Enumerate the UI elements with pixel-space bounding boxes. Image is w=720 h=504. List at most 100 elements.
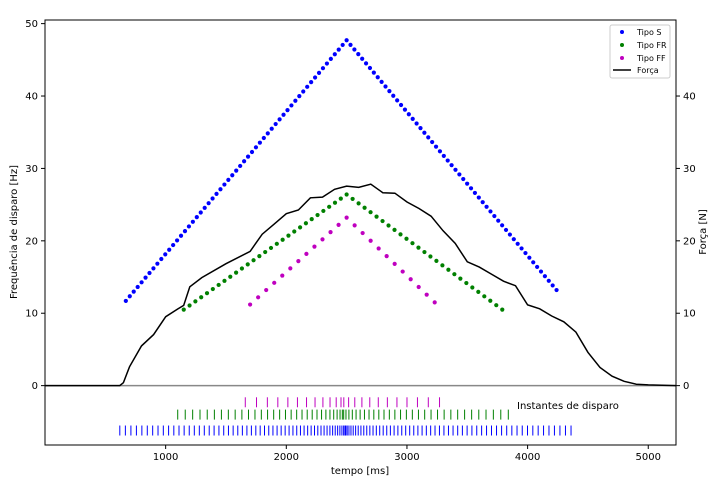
point-tipo-s: [515, 241, 520, 246]
point-tipo-fr: [410, 241, 415, 246]
point-tipo-ff: [416, 284, 421, 290]
point-tipo-s: [426, 135, 431, 140]
point-tipo-s: [402, 107, 408, 112]
point-tipo-s: [332, 52, 337, 57]
point-tipo-fr: [280, 237, 285, 242]
point-tipo-s: [340, 42, 345, 48]
point-tipo-fr: [297, 225, 303, 230]
point-tipo-s: [535, 264, 540, 270]
point-tipo-s: [500, 223, 505, 228]
point-tipo-s: [155, 261, 160, 266]
point-tipo-s: [503, 227, 509, 233]
point-tipo-fr: [440, 263, 445, 268]
point-tipo-s: [178, 233, 184, 238]
y-tick-label-left: 20: [25, 236, 38, 247]
point-tipo-ff: [384, 254, 389, 259]
point-tipo-ff: [432, 300, 437, 305]
point-tipo-s: [363, 61, 369, 66]
point-tipo-ff: [424, 292, 429, 297]
point-tipo-s: [182, 229, 188, 234]
point-tipo-fr: [332, 200, 338, 205]
y-tick-label-right: 30: [683, 164, 696, 175]
point-tipo-s: [238, 163, 243, 169]
point-tipo-ff: [400, 269, 405, 274]
point-tipo-s: [324, 61, 330, 66]
point-tipo-fr: [251, 258, 256, 263]
x-tick-label: 2000: [274, 452, 299, 463]
point-tipo-fr: [239, 266, 245, 271]
point-tipo-s: [139, 280, 144, 285]
y-tick-label-right: 0: [683, 381, 689, 392]
point-tipo-s: [143, 275, 148, 280]
series-line-forca: [45, 183, 677, 387]
point-tipo-s: [480, 200, 485, 205]
point-tipo-fr: [315, 212, 320, 218]
point-tipo-fr: [464, 280, 469, 286]
y-tick-label-right: 40: [683, 92, 696, 103]
point-tipo-s: [320, 66, 326, 71]
point-tipo-s: [281, 112, 286, 117]
point-tipo-s: [523, 250, 528, 256]
point-tipo-fr: [228, 274, 233, 279]
x-tick-label: 3000: [394, 452, 419, 463]
point-tipo-s: [277, 117, 282, 122]
x-axis-label: tempo [ms]: [331, 466, 389, 477]
point-tipo-ff: [248, 302, 253, 307]
point-tipo-fr: [392, 227, 397, 233]
point-tipo-ff: [288, 266, 293, 271]
point-tipo-ff: [312, 244, 317, 249]
point-tipo-fr: [234, 270, 239, 275]
legend-marker-tipo-fr: [620, 43, 624, 47]
point-tipo-fr: [386, 223, 391, 228]
y-tick-label-left: 10: [25, 309, 38, 320]
point-tipo-s: [445, 158, 450, 163]
point-tipo-s: [242, 159, 247, 164]
point-tipo-s: [131, 289, 136, 294]
point-tipo-ff: [320, 237, 325, 242]
point-tipo-fr: [404, 236, 409, 241]
point-tipo-s: [159, 256, 164, 262]
point-tipo-fr: [245, 262, 250, 267]
legend-label-tipo-s: Tipo S: [636, 28, 661, 37]
point-tipo-s: [538, 269, 544, 274]
point-tipo-fr: [368, 210, 373, 215]
point-tipo-s: [328, 56, 333, 61]
point-tipo-fr: [268, 245, 274, 251]
point-tipo-fr: [398, 232, 403, 237]
point-tipo-s: [151, 266, 156, 271]
point-tipo-s: [476, 195, 481, 200]
point-tipo-s: [202, 205, 207, 210]
point-tipo-s: [297, 94, 302, 99]
point-tipo-fr: [210, 286, 215, 292]
point-tipo-s: [218, 187, 223, 192]
point-tipo-s: [186, 224, 192, 229]
point-tipo-s: [433, 144, 439, 149]
point-tipo-ff: [344, 215, 349, 220]
point-tipo-s: [253, 145, 259, 150]
point-tipo-fr: [199, 295, 204, 300]
x-tick-label: 5000: [636, 452, 661, 463]
point-tipo-s: [422, 130, 427, 135]
legend: Tipo S Tipo FR Tipo FF Força: [609, 24, 671, 79]
point-tipo-fr: [374, 214, 379, 219]
point-tipo-s: [453, 167, 458, 172]
point-tipo-s: [163, 252, 168, 257]
point-tipo-fr: [286, 233, 291, 238]
point-tipo-fr: [482, 294, 487, 299]
point-tipo-s: [309, 80, 314, 85]
legend-box: [609, 24, 671, 79]
point-tipo-s: [214, 191, 219, 196]
plot-frame: [44, 19, 677, 446]
point-tipo-s: [360, 56, 365, 61]
point-tipo-fr: [257, 254, 262, 259]
point-tipo-fr: [500, 307, 505, 312]
point-tipo-s: [414, 121, 419, 126]
point-tipo-fr: [187, 303, 192, 308]
point-tipo-fr: [446, 267, 451, 272]
point-tipo-s: [430, 139, 435, 145]
x-tick-label: 1000: [153, 452, 178, 463]
point-tipo-s: [293, 98, 298, 103]
point-tipo-s: [123, 298, 128, 304]
point-tipo-s: [194, 215, 199, 220]
point-tipo-s: [441, 153, 446, 159]
